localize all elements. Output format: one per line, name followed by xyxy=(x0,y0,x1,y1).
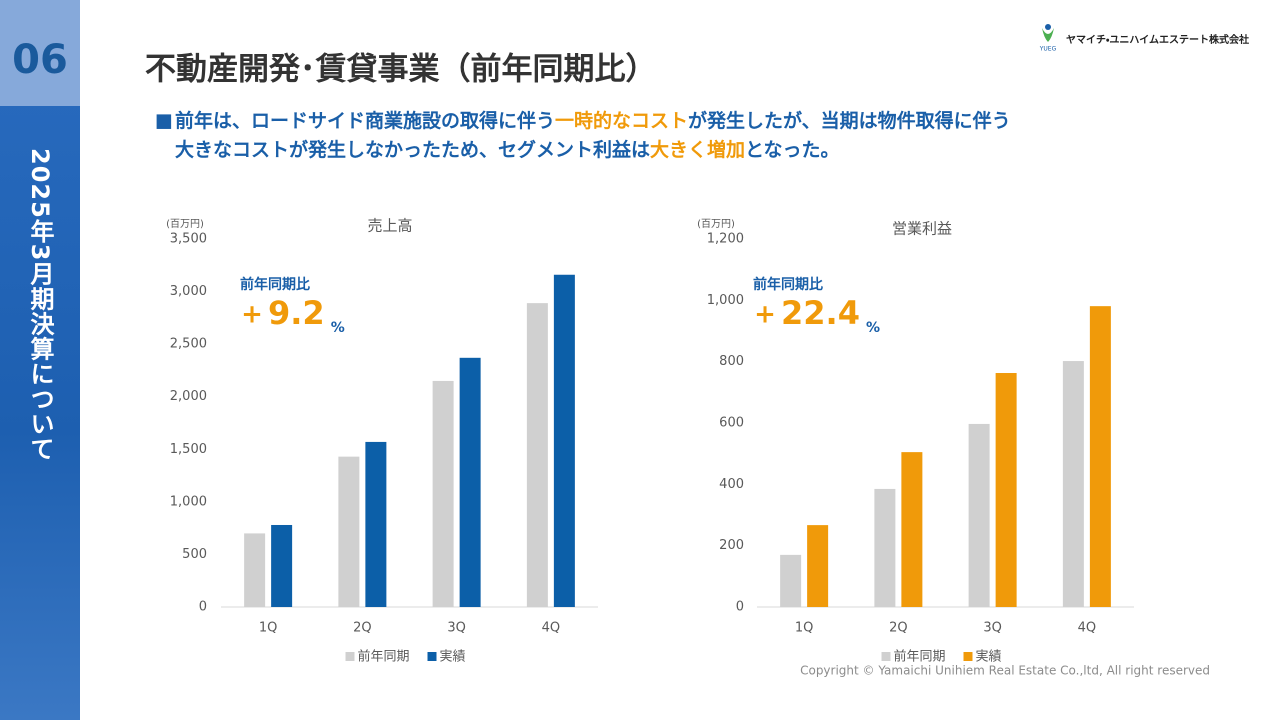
y-tick-label: 500 xyxy=(182,547,207,562)
unit-label: (百万円) xyxy=(166,218,204,230)
lead-segment: となった。 xyxy=(745,139,839,161)
legend-label: 実績 xyxy=(440,649,466,665)
bar xyxy=(901,452,923,607)
x-tick-label: 4Q xyxy=(542,621,561,636)
bar xyxy=(995,373,1017,607)
bar xyxy=(1062,361,1084,607)
annotation-unit: % xyxy=(866,320,880,336)
logo-company: ヤマイチ・ユニハイムエステート株式会社 xyxy=(1066,33,1249,46)
lead-segment: 一時的なコスト xyxy=(555,109,688,132)
bar xyxy=(968,423,990,607)
lead-line: 前年は、ロードサイド商業施設の取得に伴う一時的なコストが発生したが、当期は物件取… xyxy=(175,109,1011,132)
bar xyxy=(365,441,387,607)
sidebar-caption: 2025年3月期決算について xyxy=(26,148,55,462)
lead-text: 前年は、ロードサイド商業施設の取得に伴う一時的なコストが発生したが、当期は物件取… xyxy=(175,109,1011,161)
annotation-sign: + xyxy=(241,300,263,330)
legend-swatch xyxy=(345,652,355,661)
sidebar-badge xyxy=(0,0,80,106)
y-tick-label: 800 xyxy=(719,354,744,369)
x-tick-label: 3Q xyxy=(447,621,466,636)
y-tick-label: 2,500 xyxy=(170,337,207,352)
y-tick-label: 0 xyxy=(736,600,744,615)
y-tick-label: 1,200 xyxy=(707,232,744,247)
lead-segment: が発生したが、当期は物件取得に伴う xyxy=(688,109,1011,132)
lead-line: 大きなコストが発生しなかったため、セグメント利益は大きく増加となった。 xyxy=(175,138,839,161)
bar xyxy=(526,303,548,607)
chart-title: 売上高 xyxy=(367,217,412,235)
lead-segment: 前年は、ロードサイド商業施設の取得に伴う xyxy=(175,109,555,132)
y-tick-label: 3,500 xyxy=(170,232,207,247)
annotation-label: 前年同期比 xyxy=(753,276,823,293)
annotation-label: 前年同期比 xyxy=(240,276,310,293)
bar xyxy=(338,456,360,607)
y-tick-label: 3,000 xyxy=(170,284,207,299)
annotation-value: 22.4 xyxy=(781,294,860,332)
y-tick-label: 0 xyxy=(199,600,207,615)
x-tick-label: 1Q xyxy=(795,621,814,636)
x-tick-label: 3Q xyxy=(983,621,1002,636)
y-tick-label: 1,000 xyxy=(707,293,744,308)
logo-icon xyxy=(1042,28,1054,42)
x-tick-label: 2Q xyxy=(353,621,372,636)
legend-swatch xyxy=(963,652,973,661)
y-tick-label: 2,000 xyxy=(170,389,207,404)
bar xyxy=(432,380,454,607)
x-tick-label: 4Q xyxy=(1078,621,1097,636)
legend-swatch xyxy=(427,652,437,661)
bar xyxy=(807,525,829,607)
bar xyxy=(553,274,575,607)
bar xyxy=(1089,306,1111,607)
x-tick-label: 2Q xyxy=(889,621,908,636)
legend-swatch xyxy=(881,652,891,661)
bar xyxy=(459,357,481,607)
y-tick-label: 1,000 xyxy=(170,494,207,509)
bar xyxy=(874,488,896,607)
logo-dot xyxy=(1045,24,1051,30)
annotation-value: 9.2 xyxy=(268,294,325,332)
bar xyxy=(271,524,293,607)
lead-bullet: ■ xyxy=(155,110,173,132)
sidebar xyxy=(0,0,80,720)
annotation-unit: % xyxy=(331,320,345,336)
copyright: Copyright © Yamaichi Unihiem Real Estate… xyxy=(800,664,1210,678)
y-tick-label: 600 xyxy=(719,416,744,431)
bar xyxy=(244,533,266,607)
lead-segment: 大きなコストが発生しなかったため、セグメント利益は xyxy=(175,138,650,161)
legend-label: 前年同期 xyxy=(358,649,410,665)
logo-mark: YUEG xyxy=(1039,46,1057,53)
legend-label: 実績 xyxy=(976,649,1002,665)
bar xyxy=(780,554,802,607)
slide-title: 不動産開発･賃貸事業（前年同期比） xyxy=(145,52,657,88)
lead-segment: 大きく増加 xyxy=(650,138,745,161)
section-number: 06 xyxy=(12,37,68,83)
y-tick-label: 400 xyxy=(719,477,744,492)
y-tick-label: 200 xyxy=(719,538,744,553)
unit-label: (百万円) xyxy=(697,218,735,230)
chart-title: 営業利益 xyxy=(892,220,952,238)
x-tick-label: 1Q xyxy=(259,621,278,636)
legend-label: 前年同期 xyxy=(894,649,946,665)
y-tick-label: 1,500 xyxy=(170,442,207,457)
annotation-sign: + xyxy=(754,300,776,330)
